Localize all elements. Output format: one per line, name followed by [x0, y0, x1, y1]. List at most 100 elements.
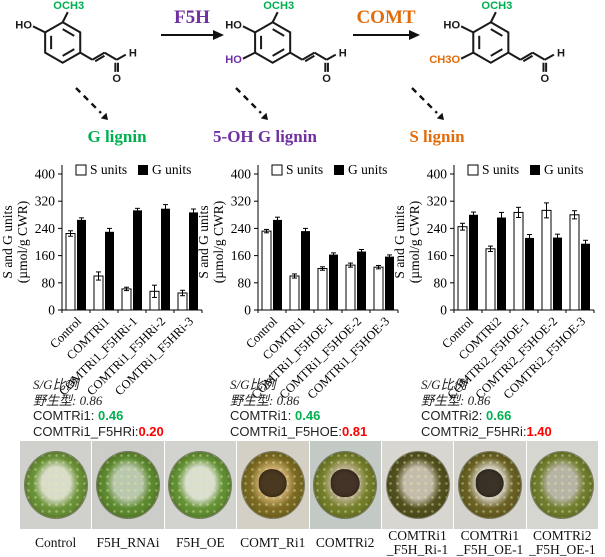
legend-g-units-swatch [530, 165, 540, 175]
ratio-value: 0.81 [341, 423, 368, 439]
chart-5oh-g-lignin: 400 320 240 160 80 0 S and G units (µmol/g CWR)… [196, 162, 399, 402]
stem-disc [24, 452, 87, 518]
pith-cavity [258, 469, 288, 497]
aldehyde-h-label: H [557, 48, 565, 60]
aldehyde-h-label: H [129, 48, 137, 60]
genotype-label: COMTRi1: [230, 408, 295, 423]
bar-g-units [273, 219, 282, 310]
photo-label-line1: COMTRi1 [460, 528, 520, 543]
y-tick-label: 400 [231, 167, 252, 182]
methoxy-label: OCH3 [263, 0, 294, 12]
y-tick-label: 160 [427, 248, 448, 263]
photo-label-line1: COMTRi1 [388, 528, 447, 543]
y-axis-title-line2: (µmol/g CWR) [407, 201, 422, 283]
y-tick-label: 0 [244, 303, 251, 318]
y-tick-label: 400 [427, 167, 448, 182]
bar-s-units [121, 288, 132, 311]
bar-s-units [261, 230, 272, 311]
bar-g-units [357, 251, 366, 310]
genotype-label: COMTRi2: [421, 408, 486, 423]
carbonyl-o-label: O [322, 73, 331, 85]
ratio-value: 0.46 [98, 408, 124, 423]
stem-cross-section-photo [20, 441, 92, 529]
legend-g-units-swatch [138, 165, 148, 175]
sg-ratio-title: S/G比例 [230, 377, 276, 392]
photo-label: Control [20, 528, 91, 557]
stem-photos-row [20, 441, 598, 529]
product-g-lignin-label: G lignin [87, 127, 147, 146]
y-tick-label: 0 [48, 303, 55, 318]
bar-g-units [133, 210, 142, 310]
photo-label: COMTRi2 _F5H_OE-1 [527, 528, 598, 557]
stem-disc [458, 452, 521, 518]
y-tick-label: 240 [231, 221, 252, 236]
y-tick-label: 320 [35, 194, 56, 209]
enzyme-f5h: F5H [158, 8, 226, 47]
legend-s-units-swatch [271, 164, 283, 176]
ratio-value: 0.20 [138, 423, 164, 439]
product-s-lignin-label: S lignin [409, 127, 465, 146]
photo-label: COMTRi2 [310, 528, 381, 557]
photo-label-line1: COMTRi2 [533, 528, 592, 543]
sg-ratio-title: S/G比例 [421, 377, 467, 392]
legend-s-units-label: S units [90, 162, 127, 177]
stem-disc [314, 452, 377, 518]
y-tick-label: 160 [231, 248, 252, 263]
ratio-value: 1.40 [526, 423, 552, 439]
bar-s-units [457, 226, 468, 311]
photo-label-line1: F5H_RNAi [96, 534, 160, 550]
photo-label-line1: F5H_OE [176, 534, 225, 550]
reaction-arrow-icon [353, 30, 420, 40]
y-axis-title-line1: S and G units [392, 205, 407, 278]
wild-type-ratio: 野生型: 0.86 [421, 392, 491, 408]
bar-g-units [329, 254, 338, 310]
legend-s-units-label: S units [482, 162, 519, 177]
y-tick-label: 80 [238, 275, 252, 290]
enzyme-comt-label: COMT [356, 7, 416, 28]
y-tick-label: 0 [440, 303, 447, 318]
stem-disc [169, 452, 232, 518]
genotype-ratio: COMTRi1: 0.46 [33, 408, 225, 424]
y-axis-title-line2: (µmol/g CWR) [15, 201, 30, 283]
bar-s-units [289, 275, 300, 311]
photo-label-line1: COMTRi2 [315, 534, 375, 550]
reaction-arrow-icon [161, 30, 224, 40]
genotype-label: COMTRi2_F5HRi: [421, 423, 527, 439]
y-tick-label: 80 [434, 275, 448, 290]
y-tick-label: 240 [35, 221, 56, 236]
legend-s-units-swatch [467, 164, 479, 176]
wild-type-ratio: 野生型: 0.86 [230, 392, 300, 408]
methoxy-label: OCH3 [53, 0, 84, 12]
bar-g-units [525, 237, 534, 310]
bar-g-units [581, 243, 590, 310]
photo-label: COMTRi1 _F5H_Ri-1 [382, 528, 453, 557]
y-axis-title-line1: S and G units [196, 205, 211, 278]
photo-label-line1: COMT_Ri1 [240, 534, 306, 550]
stem-cross-section-photo [381, 441, 454, 529]
legend-s-units-label: S units [286, 162, 323, 177]
legend-g-units-label: G units [348, 162, 387, 177]
y-tick-label: 320 [427, 194, 448, 209]
lignin-pathway: OCH3 HO H O OCH3 HO HO H O OCH3 HO CH3O H O F5H COM… [0, 0, 605, 158]
dashed-arrow-icon [235, 87, 268, 120]
bar-g-units [553, 237, 562, 310]
y-tick-label: 320 [231, 194, 252, 209]
photo-label-line1: Control [35, 534, 77, 550]
enzyme-comt: COMT [350, 8, 422, 47]
bar-s-units [373, 266, 384, 311]
sg-ratio-row: S/G比例 野生型: 0.86 COMTRi1: 0.46 COMTRi1_F5HRi… [0, 377, 605, 441]
genotype-label: COMTRi1_F5HOE: [230, 423, 342, 439]
bar-g-units [77, 219, 86, 310]
photo-label: COMT_Ri1 [237, 528, 308, 557]
ratio-value: 0.66 [486, 408, 512, 423]
stem-cross-section-photo [454, 441, 526, 529]
bar-s-units [569, 214, 580, 311]
stem-disc [241, 452, 304, 518]
genotype-ratio: COMTRi1_F5HRi:0.20 [33, 424, 225, 440]
carbonyl-o-label: O [540, 73, 549, 85]
bar-g-units [385, 256, 394, 310]
